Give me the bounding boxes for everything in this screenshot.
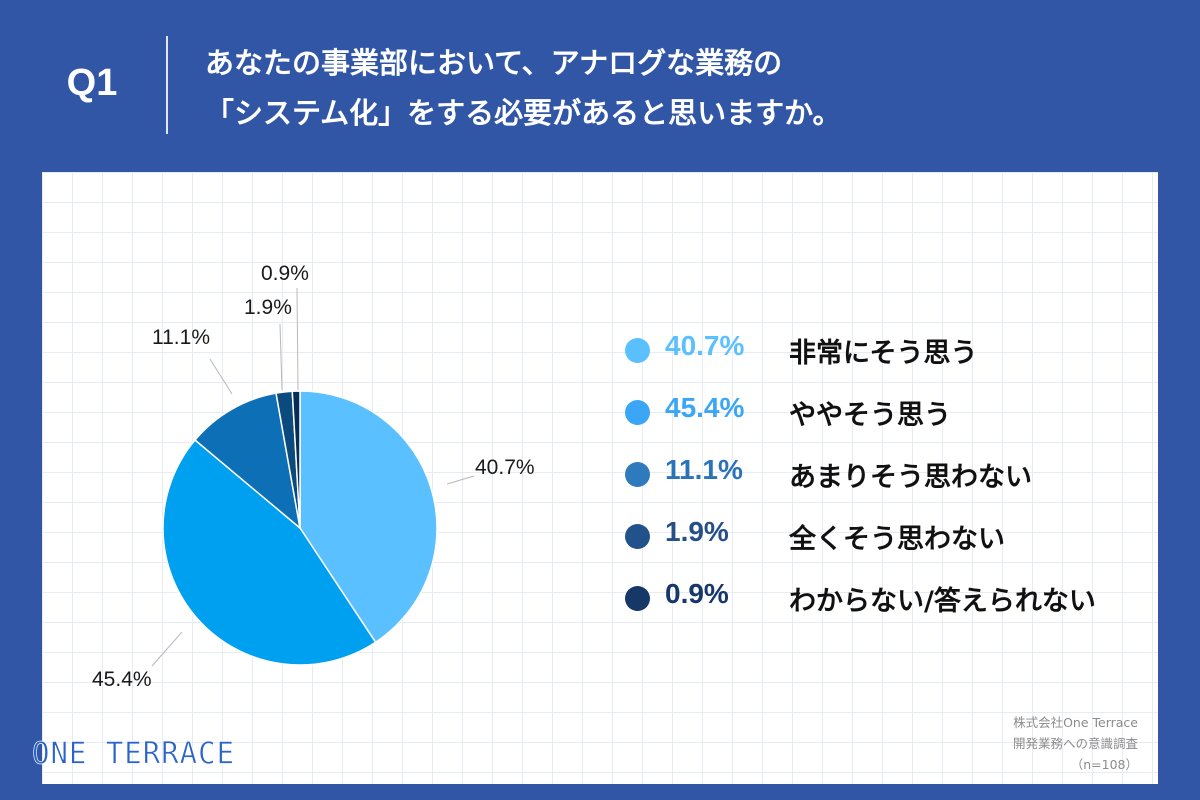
- question-line-1: あなたの事業部において、アナログな業務の: [205, 46, 783, 80]
- pie-slice-5: [291, 390, 301, 529]
- legend-swatch-4: [625, 524, 650, 549]
- header: Q1 あなたの事業部において、アナログな業務の 「システム化」をする必要があると…: [0, 0, 1200, 170]
- leader-line-1: [446, 475, 475, 485]
- legend-percent-4: 1.9%: [665, 516, 729, 547]
- leader-line-4: [279, 323, 283, 391]
- source-note: 株式会社One Terrace 開発業務への意識調査 （n=108）: [1013, 712, 1138, 775]
- header-divider: [166, 36, 168, 134]
- data-label-1: 40.7%: [475, 456, 535, 479]
- legend-label-5: わからない/答えられない: [789, 586, 1096, 617]
- legend-percent-1: 40.7%: [665, 330, 745, 361]
- data-label-5: 0.9%: [261, 262, 309, 285]
- leader-line-3: [209, 358, 233, 395]
- legend-percent-2: 45.4%: [665, 392, 745, 423]
- leader-line-2: [151, 631, 183, 667]
- pie-slice-2: [162, 438, 377, 666]
- source-company: 株式会社One Terrace: [1013, 715, 1138, 730]
- legend-label-4: 全くそう思わない: [789, 524, 1005, 555]
- legend-swatch-1: [625, 338, 650, 363]
- leader-line-5: [296, 287, 299, 391]
- data-label-2: 45.4%: [92, 668, 152, 691]
- legend-label-3: あまりそう思わない: [789, 462, 1032, 493]
- data-label-4: 1.9%: [244, 296, 292, 319]
- legend-percent-3: 11.1%: [665, 454, 743, 485]
- question-line-2: 「システム化」をする必要があると思いますか。: [205, 96, 842, 130]
- pie-chart: 40.7% 45.4% 11.1% 1.9% 0.9%: [92, 262, 535, 691]
- source-sample-size: （n=108）: [1070, 757, 1138, 772]
- brand-logo: ONE TERRACE: [32, 735, 236, 771]
- pie-slice-3: [193, 392, 302, 530]
- legend-swatch-2: [625, 400, 650, 425]
- legend-label-2: ややそう思う: [789, 400, 951, 431]
- legend-percent-5: 0.9%: [665, 578, 729, 609]
- question-number: Q1: [66, 62, 118, 104]
- question-text: あなたの事業部において、アナログな業務の 「システム化」をする必要があると思いま…: [205, 38, 1165, 138]
- chart-panel: 40.7% 45.4% 11.1% 1.9% 0.9% 40.7% 非常にそう思う 45…: [42, 172, 1158, 784]
- legend-label-1: 非常にそう思う: [789, 338, 978, 369]
- source-survey: 開発業務への意識調査: [1012, 736, 1138, 751]
- data-label-3: 11.1%: [152, 326, 210, 349]
- legend-swatch-3: [625, 462, 650, 487]
- legend-swatch-5: [625, 586, 650, 611]
